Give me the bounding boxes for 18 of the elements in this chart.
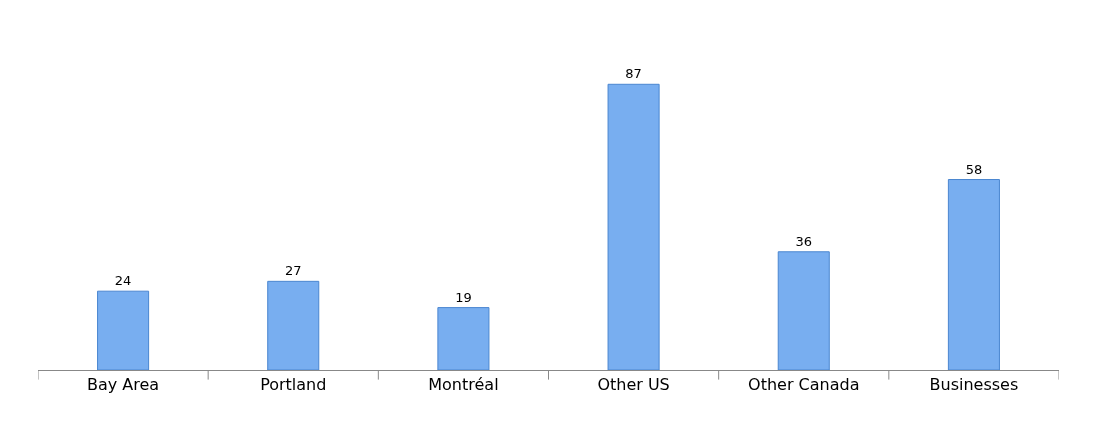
data-label: 19 bbox=[455, 289, 472, 305]
bar bbox=[267, 280, 320, 370]
bar bbox=[777, 251, 830, 370]
data-label: 36 bbox=[795, 233, 813, 249]
data-label: 58 bbox=[965, 161, 983, 177]
x-tick-label: Bay Area bbox=[87, 375, 160, 395]
bar bbox=[947, 179, 1000, 370]
x-tick-label: Other US bbox=[597, 375, 670, 395]
x-tick-label: Businesses bbox=[929, 375, 1019, 395]
x-tick-label: Other Canada bbox=[748, 375, 860, 395]
data-label: 27 bbox=[284, 263, 302, 279]
bar bbox=[607, 83, 660, 370]
bar bbox=[437, 307, 490, 370]
data-label: 87 bbox=[625, 66, 642, 82]
data-label: 24 bbox=[114, 273, 132, 289]
x-tick-label: Portland bbox=[260, 375, 327, 395]
x-tick-label: Montréal bbox=[428, 375, 499, 395]
bar bbox=[97, 290, 150, 370]
